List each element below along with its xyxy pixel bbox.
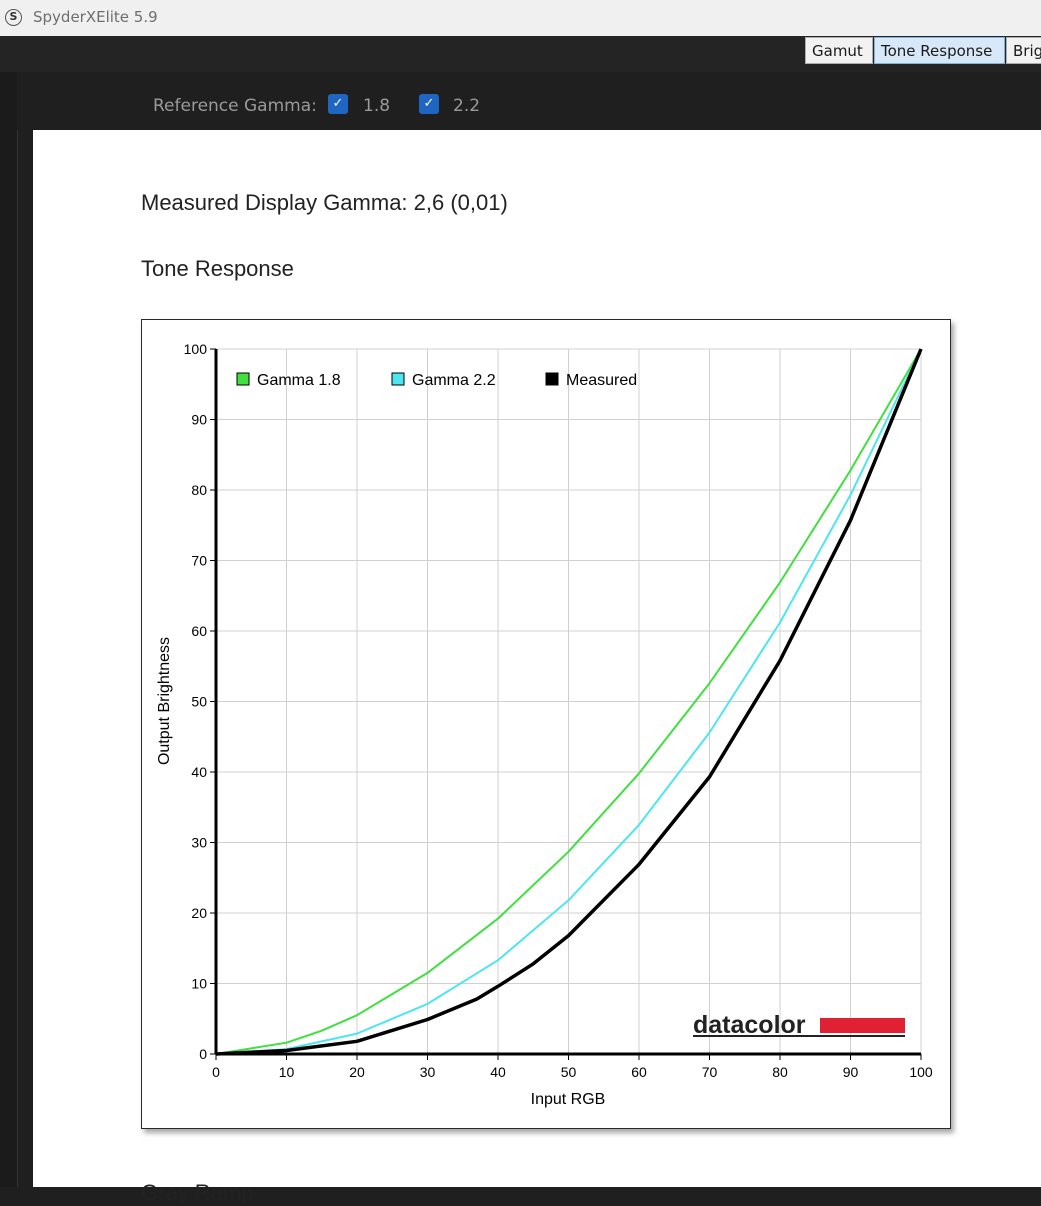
x-tick-label: 10 <box>279 1064 295 1080</box>
window-title: SpyderXElite 5.9 <box>33 8 158 26</box>
x-tick-label: 60 <box>631 1064 647 1080</box>
report-panel: Measured Display Gamma: 2,6 (0,01) Tone … <box>33 130 1041 1205</box>
spyder-app-icon: S <box>5 9 22 26</box>
legend-label: Gamma 2.2 <box>412 372 496 389</box>
measured-gamma-text: Measured Display Gamma: 2,6 (0,01) <box>141 190 508 215</box>
datacolor-logo-bar <box>820 1018 905 1033</box>
legend-swatch <box>236 372 250 386</box>
checkmark-icon: ✓ <box>332 96 344 111</box>
tone-response-heading: Tone Response <box>141 256 294 281</box>
gamma-1-8-checkbox[interactable]: ✓ <box>328 94 348 114</box>
x-tick-label: 20 <box>349 1064 365 1080</box>
x-tick-label: 0 <box>212 1064 220 1080</box>
x-tick-label: 80 <box>772 1064 788 1080</box>
gamma-1-8-label: 1.8 <box>363 96 391 116</box>
chart-series <box>215 348 923 1056</box>
y-tick-label: 50 <box>191 694 207 710</box>
gamma-2-2-label: 2.2 <box>453 96 481 116</box>
x-axis-label: Input RGB <box>531 1091 606 1108</box>
y-tick-label: 10 <box>191 976 207 992</box>
series-line-gamma-1-8 <box>215 348 922 1055</box>
chart-svg: 0 10 20 30 40 50 60 70 80 90 100 0 10 20 30 40 50 60 70 80 9… <box>156 341 933 1108</box>
checkmark-icon: ✓ <box>423 96 435 111</box>
tab-brightness[interactable]: Brig <box>1006 37 1041 64</box>
left-gutter <box>0 72 18 1187</box>
y-tick-label: 80 <box>191 482 207 498</box>
tab-gamut[interactable]: Gamut <box>805 37 873 64</box>
y-tick-label: 90 <box>191 412 207 428</box>
chart-legend: Gamma 1.8 Gamma 2.2 Measured <box>236 372 637 389</box>
datacolor-logo-text: datacolor <box>693 1011 806 1039</box>
tone-response-chart: 0 10 20 30 40 50 60 70 80 90 100 0 10 20 30 40 50 60 70 80 9… <box>141 319 951 1129</box>
reference-gamma-label: Reference Gamma: <box>153 96 317 116</box>
y-tick-label: 20 <box>191 905 207 921</box>
x-tick-label: 70 <box>702 1064 718 1080</box>
legend-label: Gamma 1.8 <box>257 372 341 389</box>
y-tick-label: 70 <box>191 553 207 569</box>
x-tick-label: 30 <box>420 1064 436 1080</box>
series-line-measured <box>215 348 923 1056</box>
datacolor-logo: datacolor <box>693 1011 905 1039</box>
next-section-heading: Gray Ramp <box>141 1180 254 1205</box>
chart-ticks: 0 10 20 30 40 50 60 70 80 90 100 0 10 20 30 40 50 60 70 80 9… <box>184 341 933 1080</box>
chart-grid <box>215 348 922 1055</box>
window-title-bar: S SpyderXElite 5.9 <box>0 0 1041 37</box>
series-line-gamma-2-2 <box>215 348 922 1055</box>
gamma-2-2-checkbox[interactable]: ✓ <box>419 94 439 114</box>
legend-swatch <box>391 372 405 386</box>
x-tick-label: 50 <box>561 1064 577 1080</box>
y-tick-label: 30 <box>191 835 207 851</box>
y-tick-label: 0 <box>199 1046 207 1062</box>
x-tick-label: 90 <box>843 1064 859 1080</box>
tab-tone-response[interactable]: Tone Response <box>874 37 1005 64</box>
y-axis-label: Output Brightness <box>156 637 173 765</box>
reference-gamma-bar: Reference Gamma: ✓ 1.8 ✓ 2.2 <box>17 72 1041 130</box>
legend-label: Measured <box>566 372 637 389</box>
y-tick-label: 40 <box>191 764 207 780</box>
tab-strip: Gamut Tone Response Brig <box>0 36 1041 73</box>
x-tick-label: 100 <box>909 1064 933 1080</box>
x-tick-label: 40 <box>490 1064 506 1080</box>
y-tick-label: 60 <box>191 623 207 639</box>
legend-swatch <box>545 372 559 386</box>
y-tick-label: 100 <box>184 341 208 357</box>
